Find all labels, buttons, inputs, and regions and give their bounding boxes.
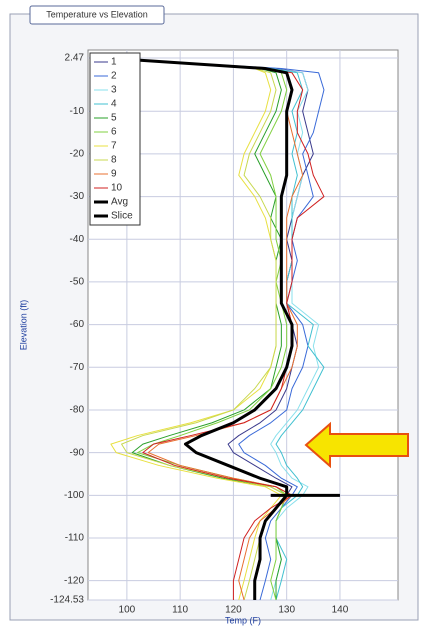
legend-label: 3 [111,85,117,96]
legend-label: 1 [111,57,117,68]
series-line [105,57,288,601]
chart-title: Temperature vs Elevation [46,9,148,19]
y-tick-label: -90 [70,447,85,458]
legend-label: 8 [111,155,117,166]
x-tick-label: 110 [172,605,188,616]
legend-box [89,52,141,226]
y-tick-label: -120 [64,575,84,586]
y-tick-label: -50 [70,277,85,288]
legend-label: 10 [111,183,123,194]
legend-label: 4 [111,99,117,110]
legend-label: 9 [111,169,117,180]
x-axis-title: Temp (F) [225,615,261,625]
legend-label: 2 [111,71,117,82]
series-line [105,57,325,601]
y-tick-label: -40 [70,234,85,245]
y-tick-label: -20 [70,149,85,160]
y-tick-label: -60 [70,319,85,330]
legend-label: Avg [111,197,128,208]
lines [105,56,340,601]
y-axis-title: Elevation (ft) [18,300,28,351]
y-tick-label: -100 [64,490,84,501]
y-tick-label: -80 [70,405,85,416]
y-tick-label: -30 [70,191,85,202]
y-tick-label: -124.53 [50,595,84,606]
legend-label: 6 [111,127,117,138]
x-tick-label: 130 [278,605,295,616]
y-tick-label: -110 [65,533,85,544]
y-tick-label: -70 [70,362,85,373]
title-tab [29,5,165,25]
series-line [105,57,325,601]
legend: 1 2 3 4 5 6 7 8 9 10 Avg Slice [89,52,141,226]
x-tick-label: 140 [332,605,349,616]
arrow-annotation [304,421,409,469]
x-tick-label: 100 [119,605,136,616]
y-tick-label: -10 [70,106,85,117]
legend-label: Slice [111,211,133,222]
legend-label: 5 [111,113,117,124]
y-tick-label: 2.47 [65,53,85,64]
series-line [105,56,294,600]
x-tick-label: 120 [225,605,242,616]
legend-label: 7 [111,141,117,152]
